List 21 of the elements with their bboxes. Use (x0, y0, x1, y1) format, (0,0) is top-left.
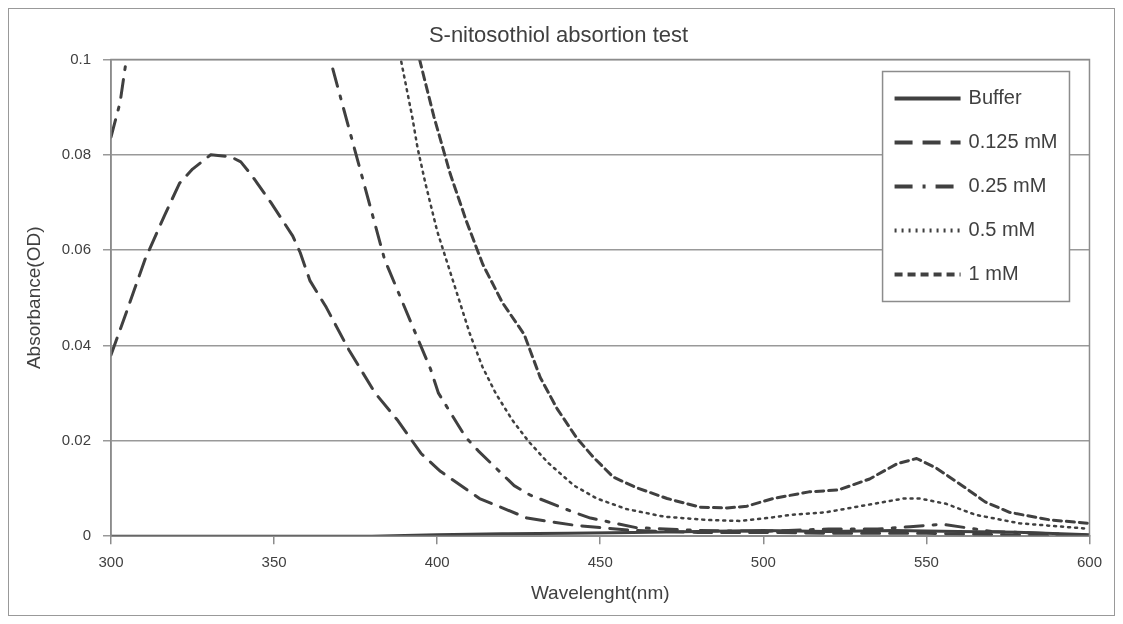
legend-label: 0.125 mM (968, 129, 1058, 152)
chart-title: S-nitosothiol absortion test (428, 22, 689, 48)
x-tick-label: 300 (98, 553, 124, 571)
x-tick-label: 600 (1076, 553, 1102, 571)
legend-label: 0.5 mM (968, 217, 1036, 240)
y-axis-title: Absorbance(OD) (22, 226, 44, 370)
y-tick-label: 0.02 (61, 430, 91, 448)
legend-label: Buffer (968, 85, 1022, 108)
x-tick-label: 550 (913, 553, 939, 571)
legend-label: 1 mM (968, 261, 1019, 284)
x-tick-label: 350 (261, 553, 287, 571)
x-tick-label: 500 (750, 553, 776, 571)
x-tick-label: 450 (587, 553, 613, 571)
y-tick-label: 0.04 (61, 335, 91, 353)
x-axis-title: Wavelenght(nm) (530, 581, 670, 603)
y-tick-label: 0.06 (61, 240, 91, 258)
legend-label: 0.25 mM (968, 173, 1047, 196)
x-tick-label: 400 (424, 553, 450, 571)
y-tick-label: 0 (82, 526, 91, 544)
y-tick-label: 0.08 (61, 144, 91, 162)
y-tick-label: 0.1 (70, 49, 91, 67)
